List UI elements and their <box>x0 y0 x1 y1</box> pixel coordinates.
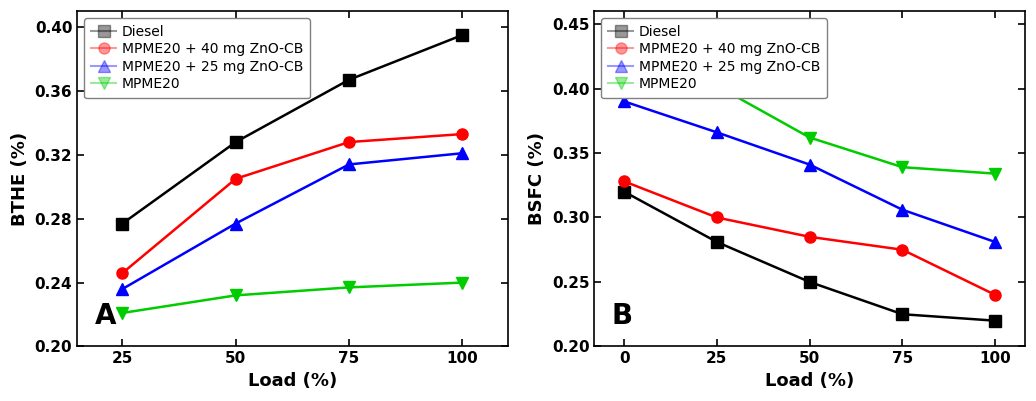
Diesel <box>989 318 1002 323</box>
Diesel <box>343 77 355 82</box>
Line: MPME20 + 40 mg ZnO-CB: MPME20 + 40 mg ZnO-CB <box>618 176 1001 300</box>
MPME20 + 25 mg ZnO-CB <box>617 99 630 104</box>
Text: A: A <box>94 302 116 330</box>
MPME20 <box>230 293 242 298</box>
MPME20 + 40 mg ZnO-CB <box>230 176 242 181</box>
Text: B: B <box>611 302 633 330</box>
Line: Diesel: Diesel <box>117 30 468 229</box>
MPME20 + 25 mg ZnO-CB <box>456 151 468 156</box>
MPME20 + 40 mg ZnO-CB <box>617 179 630 184</box>
MPME20 <box>617 50 630 55</box>
MPME20 + 25 mg ZnO-CB <box>804 162 816 167</box>
MPME20 <box>711 83 723 88</box>
MPME20 + 25 mg ZnO-CB <box>343 162 355 167</box>
MPME20 + 25 mg ZnO-CB <box>711 130 723 135</box>
Diesel <box>711 239 723 244</box>
Line: MPME20: MPME20 <box>618 47 1001 179</box>
MPME20 + 40 mg ZnO-CB <box>711 215 723 220</box>
MPME20 + 25 mg ZnO-CB <box>896 207 909 212</box>
Legend: Diesel, MPME20 + 40 mg ZnO-CB, MPME20 + 25 mg ZnO-CB, MPME20: Diesel, MPME20 + 40 mg ZnO-CB, MPME20 + … <box>602 18 827 98</box>
MPME20 + 40 mg ZnO-CB <box>343 140 355 144</box>
MPME20 <box>989 171 1002 176</box>
X-axis label: Load (%): Load (%) <box>765 372 855 390</box>
Diesel <box>896 312 909 317</box>
Diesel <box>116 221 128 226</box>
MPME20 + 25 mg ZnO-CB <box>230 221 242 226</box>
MPME20 + 40 mg ZnO-CB <box>116 271 128 275</box>
Legend: Diesel, MPME20 + 40 mg ZnO-CB, MPME20 + 25 mg ZnO-CB, MPME20: Diesel, MPME20 + 40 mg ZnO-CB, MPME20 + … <box>84 18 310 98</box>
MPME20 <box>343 285 355 290</box>
MPME20 <box>116 310 128 315</box>
Line: MPME20 + 25 mg ZnO-CB: MPME20 + 25 mg ZnO-CB <box>117 148 468 295</box>
Diesel <box>617 189 630 194</box>
Line: MPME20 + 40 mg ZnO-CB: MPME20 + 40 mg ZnO-CB <box>117 129 468 279</box>
MPME20 <box>896 165 909 170</box>
Y-axis label: BSFC (%): BSFC (%) <box>528 132 546 225</box>
Line: MPME20: MPME20 <box>117 277 468 318</box>
MPME20 <box>456 280 468 285</box>
MPME20 + 40 mg ZnO-CB <box>896 247 909 252</box>
Line: MPME20 + 25 mg ZnO-CB: MPME20 + 25 mg ZnO-CB <box>618 96 1001 247</box>
MPME20 + 40 mg ZnO-CB <box>804 235 816 239</box>
MPME20 + 25 mg ZnO-CB <box>116 287 128 292</box>
MPME20 + 40 mg ZnO-CB <box>989 292 1002 297</box>
X-axis label: Load (%): Load (%) <box>248 372 337 390</box>
MPME20 <box>804 135 816 140</box>
MPME20 + 25 mg ZnO-CB <box>989 239 1002 244</box>
Diesel <box>456 32 468 37</box>
Y-axis label: BTHE (%): BTHE (%) <box>11 132 29 226</box>
Diesel <box>804 279 816 284</box>
Line: Diesel: Diesel <box>618 186 1001 326</box>
MPME20 + 40 mg ZnO-CB <box>456 132 468 136</box>
Diesel <box>230 140 242 144</box>
